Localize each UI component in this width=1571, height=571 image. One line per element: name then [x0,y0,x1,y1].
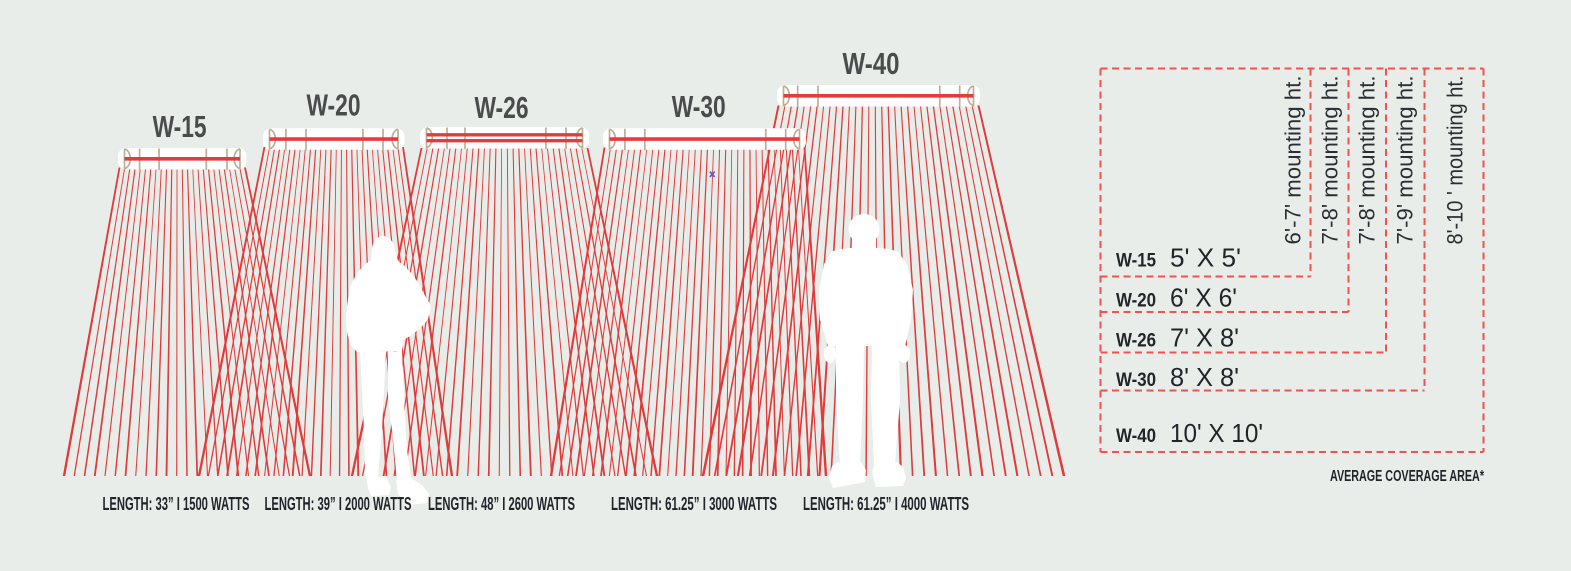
svg-text:7'-9' mounting ht.: 7'-9' mounting ht. [1393,76,1418,245]
svg-text:W-26: W-26 [475,90,529,125]
svg-text:W-20: W-20 [307,87,361,122]
svg-text:LENGTH: 61.25” I 3000 WATTS: LENGTH: 61.25” I 3000 WATTS [611,494,777,514]
svg-text:7'-8' mounting ht.: 7'-8' mounting ht. [1355,76,1380,245]
svg-text:W-26: W-26 [1116,331,1156,352]
svg-text:LENGTH: 39” I 2000 WATTS: LENGTH: 39” I 2000 WATTS [265,494,412,514]
svg-text:W-40: W-40 [843,46,900,81]
svg-text:W-30: W-30 [1116,370,1156,391]
svg-text:8'-10 ' mounting ht.: 8'-10 ' mounting ht. [1443,76,1468,245]
svg-text:W-15: W-15 [1116,251,1156,272]
svg-text:10' X 10': 10' X 10' [1170,418,1263,448]
svg-text:W-30: W-30 [672,89,726,124]
svg-text:6' X 6': 6' X 6' [1170,283,1237,313]
svg-text:W-20: W-20 [1116,291,1156,312]
svg-text:5' X 5': 5' X 5' [1170,243,1241,273]
svg-text:7' X 8': 7' X 8' [1170,323,1239,353]
svg-text:LENGTH: 33” I 1500 WATTS: LENGTH: 33” I 1500 WATTS [103,494,250,514]
svg-text:6'-7' mounting ht.: 6'-7' mounting ht. [1281,76,1306,245]
svg-text:7'-8' mounting ht.: 7'-8' mounting ht. [1318,76,1343,245]
svg-text:LENGTH: 61.25” I 4000 WATTS: LENGTH: 61.25” I 4000 WATTS [803,494,969,514]
svg-text:AVERAGE COVERAGE AREA*: AVERAGE COVERAGE AREA* [1330,468,1485,485]
svg-text:LENGTH: 48” I 2600 WATTS: LENGTH: 48” I 2600 WATTS [428,494,575,514]
svg-text:W-15: W-15 [153,109,207,144]
svg-text:W-40: W-40 [1116,426,1156,447]
svg-text:8' X 8': 8' X 8' [1170,362,1239,392]
